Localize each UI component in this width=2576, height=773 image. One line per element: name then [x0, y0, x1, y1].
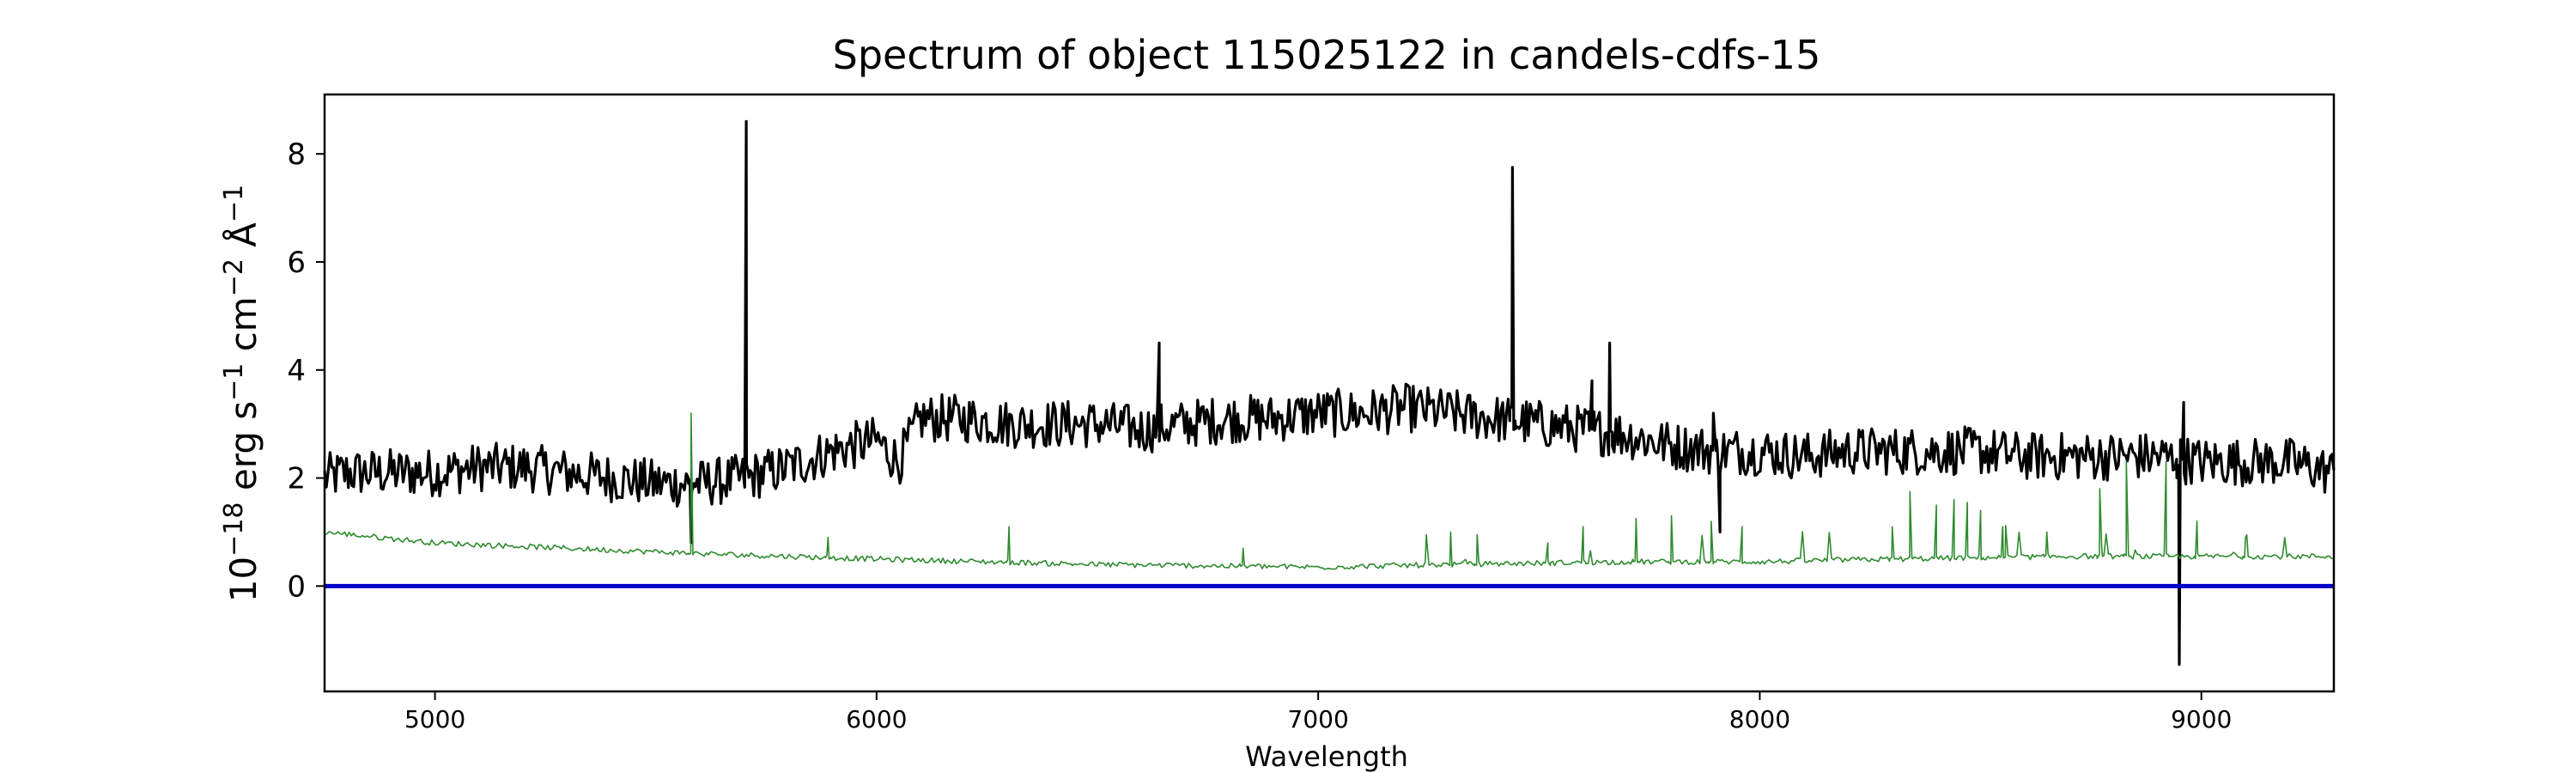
y-tick-label: 6 [287, 246, 306, 280]
chart-title: Spectrum of object 115025122 in candels-… [833, 32, 1821, 78]
series-line-noise [324, 412, 2335, 570]
x-axis: 5000 6000 7000 8000 9000 [404, 691, 2232, 733]
y-axis: 0 2 4 6 8 [287, 137, 325, 604]
y-axis-label: 10−18 erg s−1 cm−2 Å−1 [219, 185, 264, 603]
y-tick-label: 0 [287, 569, 306, 604]
y-tick-label: 4 [287, 354, 306, 388]
x-tick-label: 7000 [1288, 705, 1349, 733]
x-tick-label: 6000 [846, 705, 907, 733]
x-tick-label: 8000 [1729, 705, 1790, 733]
plot-frame [323, 93, 2336, 693]
x-axis-label: Wavelength [1245, 740, 1408, 773]
x-tick-label: 5000 [404, 705, 465, 733]
series-line-flux [323, 119, 2336, 666]
y-tick-label: 2 [287, 462, 306, 496]
x-tick-label: 9000 [2171, 705, 2232, 733]
y-tick-label: 8 [287, 137, 306, 172]
plot-area [323, 119, 2336, 666]
